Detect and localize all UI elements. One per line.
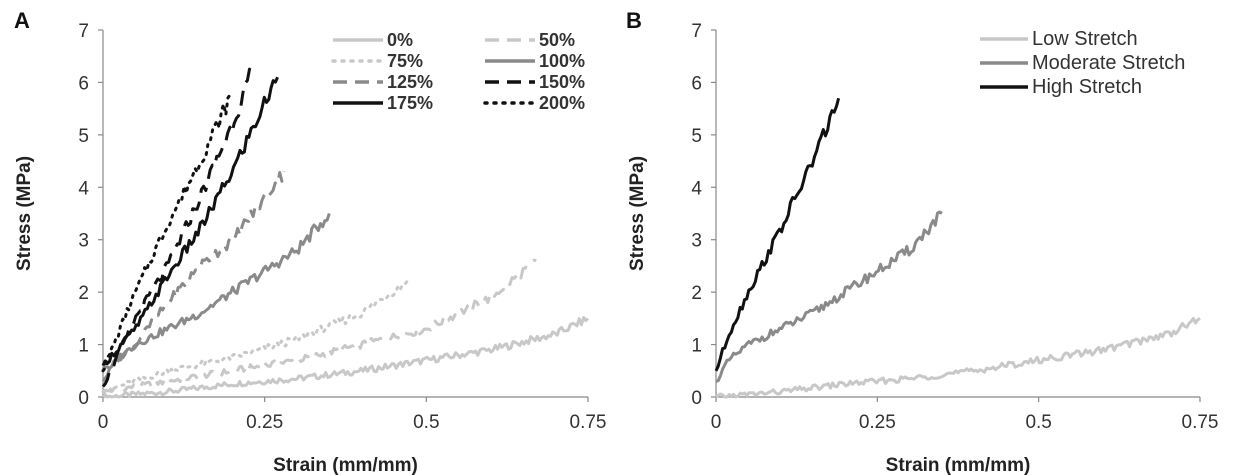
- x-tick-label: 0.5: [413, 412, 439, 433]
- y-tick-label: 5: [691, 126, 702, 147]
- x-tick-label: 0.75: [570, 412, 607, 433]
- y-tick-label: 2: [691, 283, 702, 304]
- legend-label: 100%: [539, 51, 585, 71]
- legend-label: Low Stretch: [1032, 28, 1138, 50]
- x-axis-title: Strain (mm/mm): [886, 455, 1031, 475]
- y-tick-label: 2: [78, 283, 89, 304]
- legend-label: 175%: [387, 93, 433, 113]
- legend-label: 75%: [387, 51, 423, 71]
- x-tick-label: 0.5: [1025, 412, 1051, 433]
- series-line-a-0: [101, 316, 590, 399]
- x-tick-label: 0.75: [1182, 412, 1219, 433]
- legend-label: 50%: [539, 30, 575, 50]
- y-tick-label: 0: [78, 388, 89, 409]
- series-line-a-2: [101, 280, 409, 395]
- panel-b: B 0 1 2 3 4 5 6 7 0 0.25 0.5 0.75 Strain (mm/mm) Stres…: [626, 8, 1218, 475]
- y-tick-label: 1: [691, 336, 702, 357]
- y-tick-label: 3: [78, 231, 89, 252]
- legend: 0% 50% 75% 100% 125% 150% 175% 200%: [331, 30, 585, 113]
- series-line-b-2: [714, 97, 841, 372]
- series-line-a-5: [101, 67, 253, 388]
- x-tick-label: 0.25: [859, 412, 896, 433]
- y-tick-label: 1: [78, 336, 89, 357]
- x-axis-title: Strain (mm/mm): [273, 455, 418, 475]
- y-axis-title: Stress (MPa): [627, 156, 648, 271]
- legend-label: Moderate Stretch: [1032, 52, 1185, 74]
- series-line-a-7: [101, 91, 234, 373]
- series-line-b-0: [715, 316, 1201, 399]
- x-tick-label: 0.25: [246, 412, 283, 433]
- x-tick-label: 0: [98, 412, 109, 433]
- legend-label: 200%: [539, 93, 585, 113]
- legend-label: 0%: [387, 30, 413, 50]
- legend-label: 150%: [539, 72, 585, 92]
- series-line-a-3: [101, 213, 331, 383]
- y-tick-label: 7: [78, 21, 89, 42]
- y-tick-label: 6: [78, 73, 89, 94]
- legend-label: 125%: [387, 72, 433, 92]
- y-tick-label: 0: [691, 388, 702, 409]
- series-line-b-1: [715, 210, 943, 383]
- panel-a: A 0 1 2 3 4 5 6 7 0 0.25 0.5 0.75 Strain (mm/mm) Stres…: [14, 8, 606, 475]
- x-tick-label: 0: [711, 412, 722, 433]
- series-line-a-4: [101, 171, 286, 372]
- series-line-a-1: [102, 258, 537, 394]
- y-tick-label: 4: [691, 178, 702, 199]
- panel-letter: A: [14, 8, 30, 33]
- y-tick-label: 5: [78, 126, 89, 147]
- panel-letter: B: [626, 8, 642, 33]
- y-axis-title: Stress (MPa): [14, 156, 35, 271]
- legend-label: High Stretch: [1032, 76, 1142, 98]
- y-tick-label: 6: [691, 73, 702, 94]
- y-tick-label: 7: [691, 21, 702, 42]
- y-tick-label: 3: [691, 231, 702, 252]
- y-tick-label: 4: [78, 178, 89, 199]
- series-line-a-6: [101, 76, 279, 367]
